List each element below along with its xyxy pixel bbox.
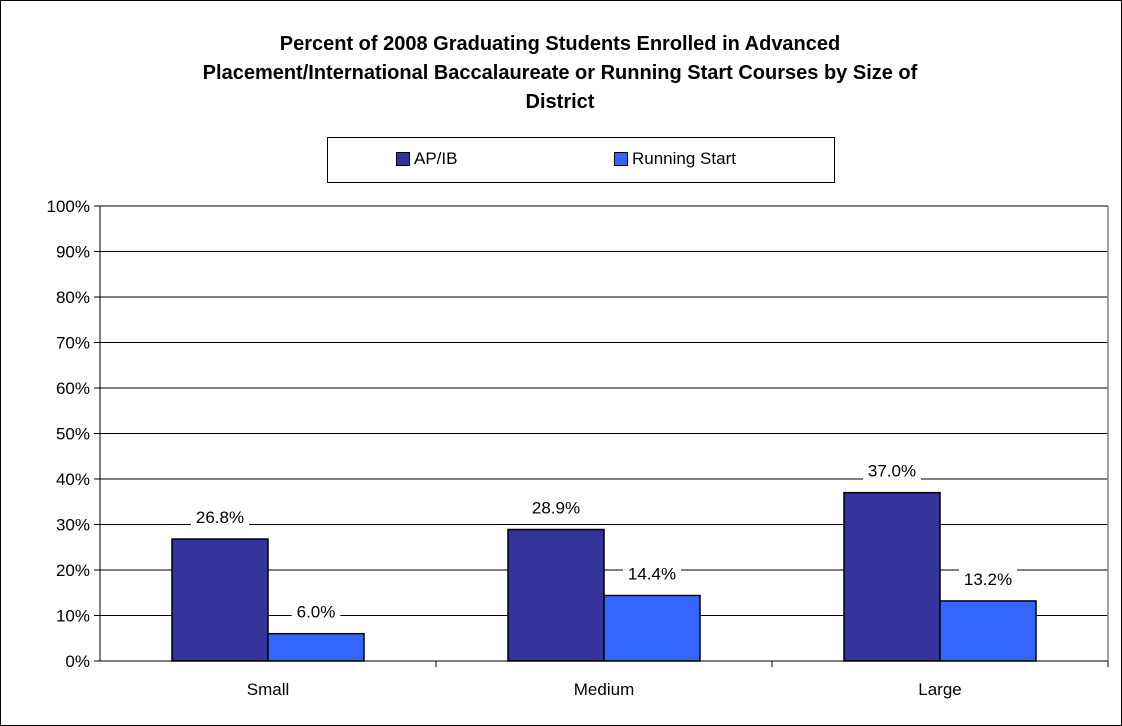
chart-title-line-3: District bbox=[525, 91, 595, 113]
y-tick-label: 90% bbox=[56, 243, 90, 262]
bar bbox=[507, 528, 605, 662]
chart-title: Percent of 2008 Graduating Students Enro… bbox=[60, 30, 1060, 117]
y-tick-label: 0% bbox=[65, 652, 90, 671]
y-tick-label: 50% bbox=[56, 425, 90, 444]
data-label: 37.0% bbox=[868, 462, 916, 481]
y-tick-label: 10% bbox=[56, 607, 90, 626]
y-tick-label: 20% bbox=[56, 561, 90, 580]
data-label-bg bbox=[527, 494, 585, 519]
data-label-bg bbox=[623, 560, 681, 585]
x-tick-label: Medium bbox=[574, 680, 634, 699]
chart-legend: AP/IB Running Start bbox=[327, 137, 835, 183]
data-label: 13.2% bbox=[964, 570, 1012, 589]
legend-swatch-running-start bbox=[614, 152, 628, 166]
bar bbox=[843, 491, 941, 662]
legend-swatch-ap-ib bbox=[396, 152, 410, 166]
legend-label-ap-ib: AP/IB bbox=[414, 149, 458, 168]
chart-title-line-2: Placement/International Baccalaureate or… bbox=[202, 62, 918, 84]
data-label: 14.4% bbox=[628, 564, 676, 583]
y-tick-label: 40% bbox=[56, 470, 90, 489]
y-tick-label: 80% bbox=[56, 288, 90, 307]
x-tick-label: Small bbox=[247, 680, 290, 699]
data-label: 28.9% bbox=[532, 499, 580, 518]
data-label: 26.8% bbox=[196, 508, 244, 527]
y-tick-label: 30% bbox=[56, 516, 90, 535]
data-label-bg bbox=[863, 457, 921, 482]
data-label-bg bbox=[291, 598, 341, 623]
bar bbox=[603, 594, 701, 662]
bar bbox=[267, 632, 365, 662]
y-tick-label: 100% bbox=[47, 197, 90, 216]
bar bbox=[171, 538, 269, 662]
data-label: 6.0% bbox=[297, 603, 336, 622]
chart-title-line-1: Percent of 2008 Graduating Students Enro… bbox=[279, 33, 841, 55]
legend-item-ap-ib: AP/IB bbox=[396, 149, 457, 169]
legend-item-running-start: Running Start bbox=[614, 149, 736, 169]
bar bbox=[939, 600, 1037, 662]
data-label-bg bbox=[959, 565, 1017, 590]
y-tick-label: 70% bbox=[56, 334, 90, 353]
y-tick-label: 60% bbox=[56, 379, 90, 398]
data-label-bg bbox=[191, 504, 249, 529]
x-tick-label: Large bbox=[918, 680, 961, 699]
legend-label-running-start: Running Start bbox=[632, 149, 736, 168]
